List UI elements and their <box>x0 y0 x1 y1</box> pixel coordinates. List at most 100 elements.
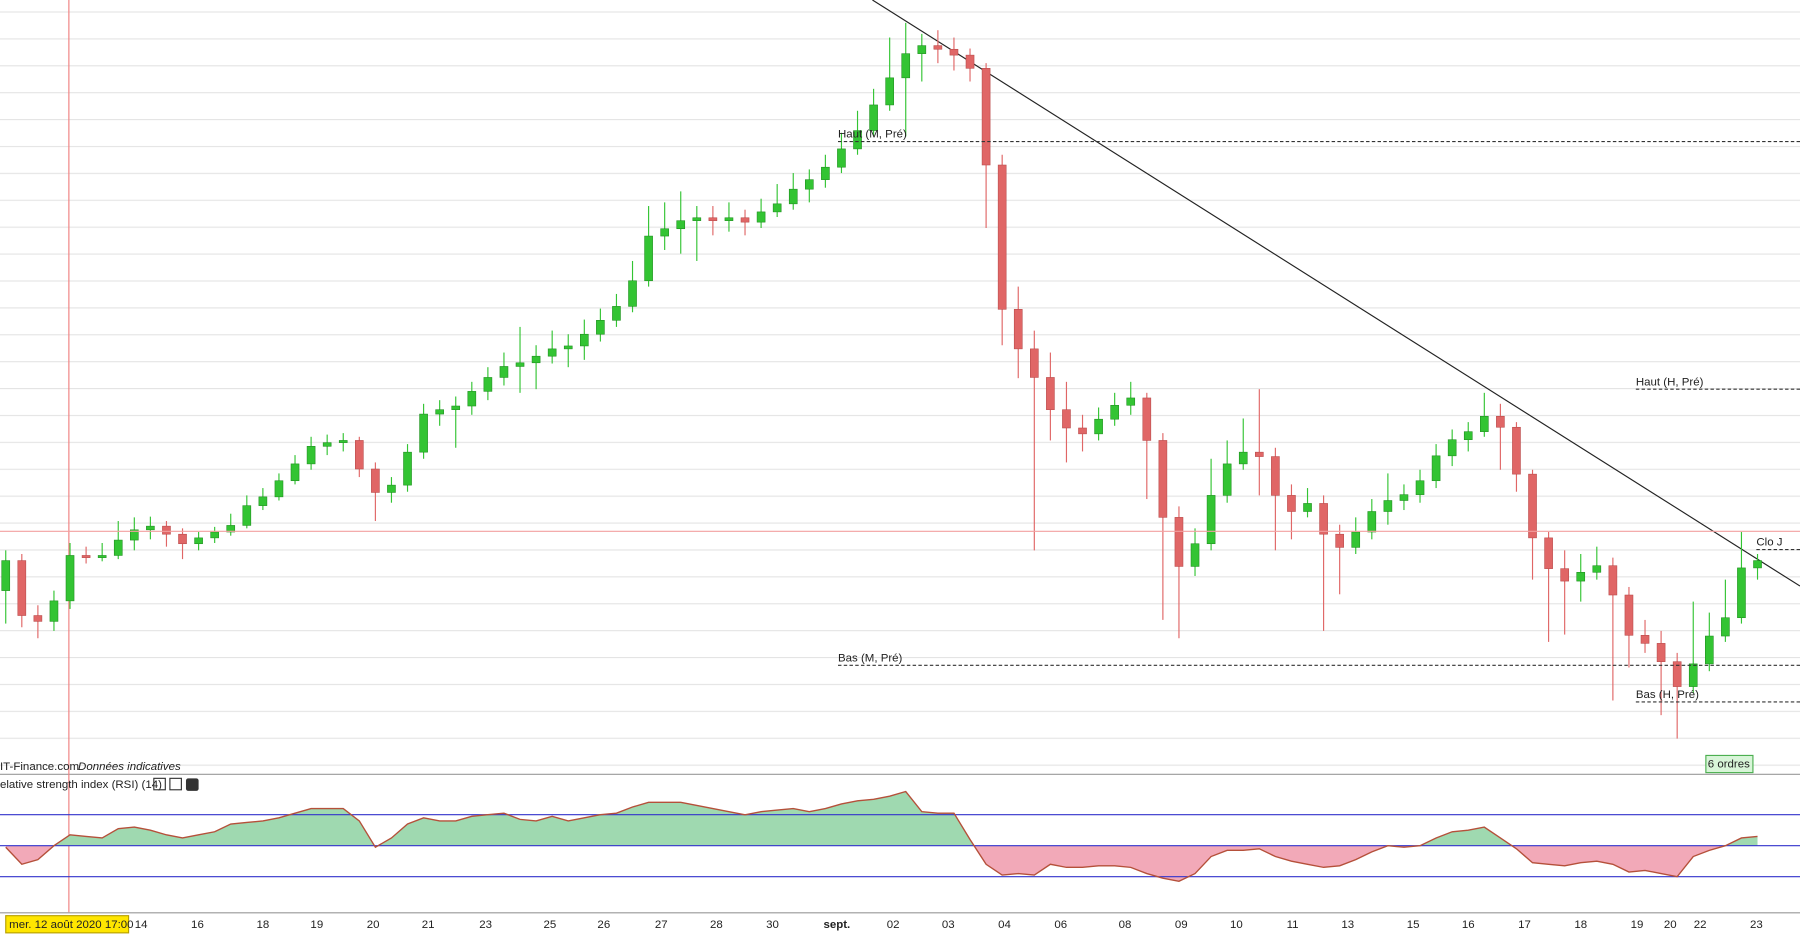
candle-body <box>81 555 91 558</box>
candle-body <box>306 446 316 465</box>
candle-body <box>660 228 669 237</box>
candle-body <box>290 463 300 482</box>
x-tick-label: 28 <box>710 919 723 931</box>
candle-body <box>1415 480 1425 495</box>
level-label: Bas (M, Pré) <box>838 653 903 665</box>
candle-body <box>1608 565 1618 596</box>
candle-body <box>130 529 139 541</box>
candle-body <box>387 484 396 493</box>
x-axis: 14 16 18 19 20 21 23 25 26 27 28 30 sept. 02 03 04 06 08 0… <box>135 919 1763 931</box>
level-label: Clo J <box>1756 537 1782 549</box>
orders[interactable]: 6 ordres <box>1708 759 1750 771</box>
x-tick-label: 17 <box>1518 919 1531 931</box>
x-tick-label: 16 <box>1462 919 1475 931</box>
x-tick-label: 15 <box>1407 919 1420 931</box>
candle-body <box>837 148 846 168</box>
candle-body <box>1174 517 1184 567</box>
close-icon[interactable] <box>185 778 199 791</box>
settings-icon[interactable] <box>153 777 166 791</box>
x-tick-label: 30 <box>766 919 779 931</box>
candle-body <box>853 130 862 150</box>
candle-body <box>1287 495 1296 512</box>
crosshair-date-box <box>5 915 130 934</box>
candle-body <box>805 179 814 190</box>
candle-body <box>1672 661 1682 687</box>
candle-body <box>162 525 171 535</box>
level-label: Haut (M, Pré) <box>838 129 907 141</box>
candle-body <box>1721 617 1730 637</box>
candle-body <box>419 413 428 453</box>
x-tick-label: 27 <box>655 919 668 931</box>
candle-body <box>997 164 1007 310</box>
candle-body <box>708 217 718 221</box>
window-icon[interactable] <box>169 777 182 791</box>
x-tick-label: 14 <box>135 919 148 931</box>
orders-badge[interactable] <box>1705 754 1754 774</box>
candle-body <box>676 220 686 230</box>
candle-body <box>1367 511 1377 533</box>
candle-body <box>1753 560 1762 569</box>
x-tick-label: 13 <box>1341 919 1354 931</box>
x-tick-label: 03 <box>942 919 955 931</box>
candle-body <box>1222 463 1232 496</box>
candle-body <box>1190 543 1200 567</box>
candle-body <box>1624 594 1634 636</box>
candle-body <box>1560 568 1569 582</box>
candle-body <box>869 104 878 131</box>
candle-body <box>1640 635 1650 644</box>
candle-body <box>1399 494 1409 501</box>
candle-body <box>1206 495 1216 545</box>
candle-body <box>1319 503 1328 535</box>
candle-body <box>965 54 975 69</box>
candle-body <box>1030 348 1039 378</box>
x-tick-label: 23 <box>1750 919 1763 931</box>
candle-body <box>1688 663 1698 687</box>
candle-body <box>1592 565 1602 573</box>
candle-body <box>949 48 959 56</box>
rsi-area-below <box>5 845 1725 882</box>
candle-body <box>1447 439 1457 457</box>
candle-body <box>1013 309 1023 350</box>
candle-body <box>1271 456 1280 496</box>
candle-body <box>1062 409 1071 429</box>
level-label: Bas (H, Pré) <box>1636 689 1699 701</box>
candle-body <box>740 217 750 223</box>
candle-body <box>917 45 927 54</box>
candle-body <box>467 391 477 407</box>
x-tick-label: 20 <box>367 919 380 931</box>
candle-body <box>612 306 621 321</box>
candle-body <box>1512 426 1521 475</box>
candle-body <box>338 440 348 443</box>
candle-body <box>788 188 798 205</box>
candle-body <box>355 440 364 470</box>
candle-body <box>1480 415 1489 432</box>
candle-body <box>933 45 943 50</box>
level-label: Haut (H, Pré) <box>1636 376 1704 388</box>
x-tick-label: 18 <box>1574 919 1587 931</box>
candle-body <box>1463 431 1473 440</box>
candle-body <box>531 355 541 364</box>
candle-body <box>403 451 412 486</box>
candle-body <box>1737 567 1746 619</box>
trend-line <box>872 0 1800 587</box>
candle-body <box>1110 404 1119 420</box>
candle-body <box>981 68 991 166</box>
candle-body <box>515 362 525 367</box>
candle-body <box>1238 451 1248 465</box>
candle-body <box>547 348 557 357</box>
candle-body <box>1303 503 1312 512</box>
x-tick-label: 18 <box>256 919 269 931</box>
x-tick-label: 19 <box>310 919 323 931</box>
rsi-panel <box>0 790 1800 883</box>
candle-body <box>1496 415 1505 428</box>
candle-body <box>1705 635 1714 665</box>
candle-body <box>499 366 509 378</box>
candle-body <box>1 560 11 591</box>
candle-body <box>178 533 187 545</box>
candle-body <box>33 615 43 622</box>
x-tick-label: 21 <box>422 919 435 931</box>
price-panel <box>0 0 1800 774</box>
x-tick-label: 16 <box>191 919 204 931</box>
